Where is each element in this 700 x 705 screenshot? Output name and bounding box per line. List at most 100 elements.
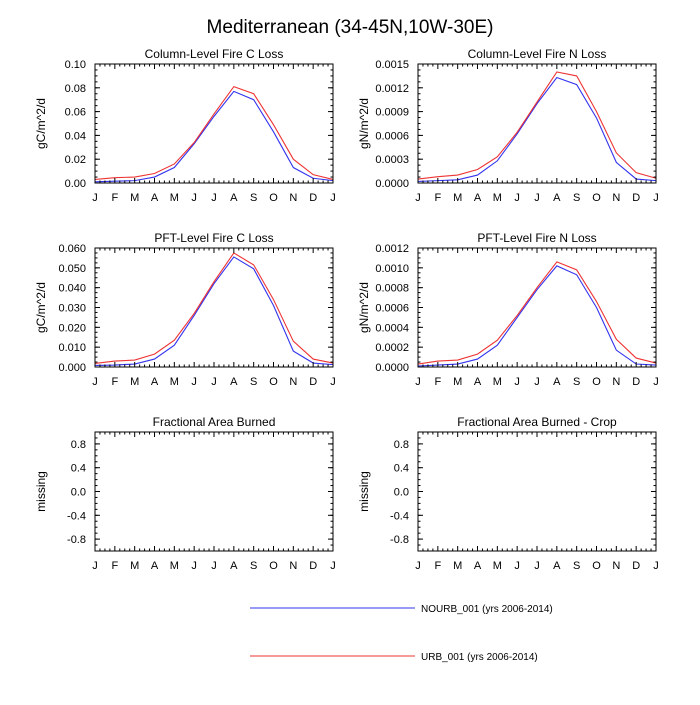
x-tick-label: A [474,560,482,572]
y-tick-label: 0.0006 [375,303,409,315]
x-tick-label: J [415,376,421,388]
x-tick-label: N [612,376,620,388]
x-tick-label: J [211,560,217,572]
x-tick-label: J [534,192,540,204]
x-tick-label: F [111,192,118,204]
x-tick-label: M [170,192,179,204]
y-tick-label: 0.040 [58,283,86,295]
series-line-2 [417,261,657,365]
x-tick-label: N [289,560,297,572]
y-tick-label: -0.8 [67,534,86,546]
y-tick-label: 0.0015 [375,59,409,71]
plot-frame [417,431,657,552]
x-tick-label: D [309,192,317,204]
x-tick-label: J [534,560,540,572]
y-tick-label: 0.8 [394,439,409,451]
chart-title: Fractional Area Burned - Crop [457,415,617,429]
y-axis-label: missing [357,471,371,512]
y-axis-label: gN/m^2/d [357,282,371,333]
x-tick-label: S [573,192,580,204]
x-tick-label: O [269,376,278,388]
x-tick-label: D [632,192,640,204]
x-tick-label: S [573,376,580,388]
x-tick-label: A [553,192,561,204]
x-tick-label: F [434,376,441,388]
y-tick-label: 0.0012 [375,243,409,255]
x-tick-label: D [309,560,317,572]
y-tick-label: 0.000 [58,362,86,374]
y-tick-label: 0.030 [58,303,86,315]
y-tick-label: 0.0000 [375,362,409,374]
x-tick-label: M [170,376,179,388]
y-tick-label: 0.4 [394,463,409,475]
x-tick-label: M [493,376,502,388]
y-tick-label: 0.0002 [375,342,409,354]
x-tick-label: N [612,192,620,204]
x-tick-label: J [514,192,520,204]
x-tick-label: O [592,560,601,572]
y-tick-label: 0.06 [65,107,86,119]
plot-frame [94,63,334,184]
y-axis-label: missing [34,471,48,512]
legend-label: URB_001 (yrs 2006-2014) [421,652,538,663]
y-tick-label: 0.08 [65,83,86,95]
x-tick-label: M [493,192,502,204]
y-tick-label: 0.0 [394,487,409,499]
x-tick-label: S [250,560,257,572]
x-tick-label: J [92,560,98,572]
x-tick-label: J [415,192,421,204]
x-tick-label: A [230,376,238,388]
y-tick-label: 0.04 [65,130,86,142]
x-tick-label: S [573,560,580,572]
x-tick-label: J [514,376,520,388]
x-tick-label: N [289,192,297,204]
x-tick-label: J [330,560,336,572]
x-tick-label: F [111,560,118,572]
y-tick-label: 0.0004 [375,322,409,334]
x-tick-label: A [151,560,159,572]
chart-title: Fractional Area Burned [153,415,276,429]
series-line-1 [417,265,657,367]
x-tick-label: A [553,560,561,572]
x-tick-label: A [474,376,482,388]
x-tick-label: A [151,376,159,388]
chart-title: Column-Level Fire C Loss [145,47,284,61]
x-tick-label: O [592,376,601,388]
x-tick-label: D [632,376,640,388]
chart-title: PFT-Level Fire C Loss [154,231,273,245]
x-tick-label: J [514,560,520,572]
x-tick-label: J [653,376,659,388]
y-tick-label: -0.4 [390,510,409,522]
y-tick-label: -0.8 [390,534,409,546]
y-tick-label: 0.050 [58,263,86,275]
y-axis-label: gC/m^2/d [34,282,48,333]
y-tick-label: 0.0 [71,487,86,499]
plot-frame [417,247,657,368]
legend-entry-2: URB_001 (yrs 2006-2014) [250,652,538,663]
chart-title: Column-Level Fire N Loss [468,47,607,61]
x-tick-label: J [415,560,421,572]
x-tick-label: F [434,192,441,204]
x-tick-label: M [453,560,462,572]
series-line-1 [94,90,334,183]
x-tick-label: F [434,560,441,572]
y-tick-label: 0.0008 [375,283,409,295]
x-tick-label: M [493,560,502,572]
x-tick-label: J [211,376,217,388]
y-tick-label: 0.0006 [375,130,409,142]
x-tick-label: J [92,192,98,204]
x-tick-label: J [92,376,98,388]
y-tick-label: 0.10 [65,59,86,71]
y-tick-label: 0.0010 [375,263,409,275]
x-tick-label: J [534,376,540,388]
plot-frame [94,431,334,552]
y-tick-label: 0.4 [71,463,86,475]
